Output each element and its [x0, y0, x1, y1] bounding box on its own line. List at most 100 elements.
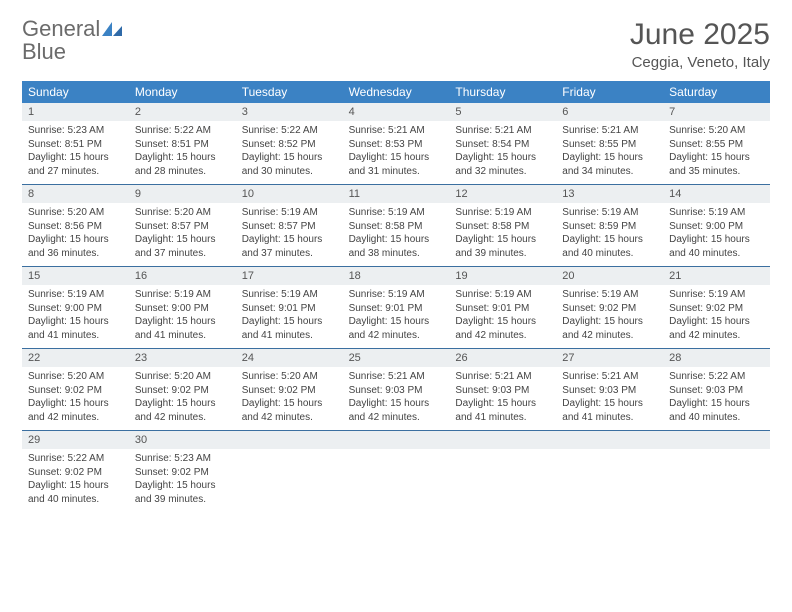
daylight-text: and 39 minutes.: [135, 493, 230, 507]
daylight-text: Daylight: 15 hours: [135, 315, 230, 329]
week-body-row: Sunrise: 5:23 AMSunset: 8:51 PMDaylight:…: [22, 121, 770, 184]
daylight-text: and 42 minutes.: [562, 329, 657, 343]
logo: General Blue: [22, 18, 124, 64]
weekday-header: Thursday: [449, 81, 556, 103]
sunset-text: Sunset: 9:03 PM: [349, 384, 444, 398]
sunrise-text: Sunrise: 5:19 AM: [669, 288, 764, 302]
header: General Blue June 2025 Ceggia, Veneto, I…: [22, 18, 770, 71]
daylight-text: and 37 minutes.: [135, 247, 230, 261]
day-cell: Sunrise: 5:21 AMSunset: 8:53 PMDaylight:…: [343, 121, 450, 184]
sunrise-text: Sunrise: 5:19 AM: [349, 288, 444, 302]
day-cell: Sunrise: 5:22 AMSunset: 9:03 PMDaylight:…: [663, 367, 770, 430]
daylight-text: and 42 minutes.: [349, 411, 444, 425]
daylight-text: Daylight: 15 hours: [135, 479, 230, 493]
week-row: 891011121314Sunrise: 5:20 AMSunset: 8:56…: [22, 185, 770, 267]
day-number: 8: [22, 185, 129, 203]
daylight-text: Daylight: 15 hours: [135, 151, 230, 165]
day-cell: Sunrise: 5:19 AMSunset: 9:00 PMDaylight:…: [129, 285, 236, 348]
day-cell: Sunrise: 5:20 AMSunset: 8:55 PMDaylight:…: [663, 121, 770, 184]
daylight-text: and 40 minutes.: [669, 247, 764, 261]
weekday-header: Saturday: [663, 81, 770, 103]
daylight-text: Daylight: 15 hours: [562, 151, 657, 165]
sunrise-text: Sunrise: 5:20 AM: [28, 370, 123, 384]
sunrise-text: Sunrise: 5:20 AM: [669, 124, 764, 138]
daylight-text: and 41 minutes.: [242, 329, 337, 343]
day-cell: Sunrise: 5:19 AMSunset: 9:00 PMDaylight:…: [22, 285, 129, 348]
daylight-text: and 36 minutes.: [28, 247, 123, 261]
weekday-header: Wednesday: [343, 81, 450, 103]
daylight-text: Daylight: 15 hours: [28, 233, 123, 247]
week-row: 15161718192021Sunrise: 5:19 AMSunset: 9:…: [22, 267, 770, 349]
day-number: 7: [663, 103, 770, 121]
day-number: 22: [22, 349, 129, 367]
day-number: 27: [556, 349, 663, 367]
day-cell: Sunrise: 5:19 AMSunset: 8:57 PMDaylight:…: [236, 203, 343, 266]
week-row: 2930Sunrise: 5:22 AMSunset: 9:02 PMDayli…: [22, 431, 770, 512]
day-cell: Sunrise: 5:19 AMSunset: 8:59 PMDaylight:…: [556, 203, 663, 266]
daylight-text: Daylight: 15 hours: [562, 233, 657, 247]
day-number: 15: [22, 267, 129, 285]
sunrise-text: Sunrise: 5:22 AM: [669, 370, 764, 384]
day-number: 2: [129, 103, 236, 121]
day-cell: Sunrise: 5:23 AMSunset: 8:51 PMDaylight:…: [22, 121, 129, 184]
sunset-text: Sunset: 8:52 PM: [242, 138, 337, 152]
sunrise-text: Sunrise: 5:21 AM: [455, 124, 550, 138]
daylight-text: and 42 minutes.: [455, 329, 550, 343]
day-cell: Sunrise: 5:22 AMSunset: 8:52 PMDaylight:…: [236, 121, 343, 184]
daylight-text: and 42 minutes.: [349, 329, 444, 343]
calendar: Sunday Monday Tuesday Wednesday Thursday…: [22, 81, 770, 512]
day-cell: Sunrise: 5:21 AMSunset: 9:03 PMDaylight:…: [449, 367, 556, 430]
sunset-text: Sunset: 9:02 PM: [28, 384, 123, 398]
sunrise-text: Sunrise: 5:22 AM: [242, 124, 337, 138]
weekday-header: Sunday: [22, 81, 129, 103]
sunset-text: Sunset: 8:59 PM: [562, 220, 657, 234]
day-cell: Sunrise: 5:19 AMSunset: 8:58 PMDaylight:…: [449, 203, 556, 266]
day-number: 23: [129, 349, 236, 367]
sunset-text: Sunset: 9:00 PM: [135, 302, 230, 316]
sunrise-text: Sunrise: 5:20 AM: [135, 370, 230, 384]
weekday-header: Tuesday: [236, 81, 343, 103]
daylight-text: Daylight: 15 hours: [562, 315, 657, 329]
sunset-text: Sunset: 9:00 PM: [28, 302, 123, 316]
sunset-text: Sunset: 9:03 PM: [455, 384, 550, 398]
sunrise-text: Sunrise: 5:19 AM: [28, 288, 123, 302]
sunset-text: Sunset: 8:58 PM: [349, 220, 444, 234]
sunrise-text: Sunrise: 5:21 AM: [455, 370, 550, 384]
sunset-text: Sunset: 8:54 PM: [455, 138, 550, 152]
location: Ceggia, Veneto, Italy: [630, 54, 770, 71]
day-cell: Sunrise: 5:19 AMSunset: 9:01 PMDaylight:…: [236, 285, 343, 348]
logo-text: General Blue: [22, 18, 124, 64]
day-number: 6: [556, 103, 663, 121]
day-number: 30: [129, 431, 236, 449]
daylight-text: Daylight: 15 hours: [562, 397, 657, 411]
day-cell: Sunrise: 5:19 AMSunset: 9:01 PMDaylight:…: [449, 285, 556, 348]
day-number: 28: [663, 349, 770, 367]
daylight-text: and 40 minutes.: [669, 411, 764, 425]
daynum-row: 891011121314: [22, 185, 770, 203]
daylight-text: Daylight: 15 hours: [349, 315, 444, 329]
daylight-text: and 27 minutes.: [28, 165, 123, 179]
daylight-text: Daylight: 15 hours: [242, 233, 337, 247]
sunset-text: Sunset: 9:02 PM: [669, 302, 764, 316]
sunset-text: Sunset: 8:51 PM: [28, 138, 123, 152]
day-cell: Sunrise: 5:19 AMSunset: 9:00 PMDaylight:…: [663, 203, 770, 266]
day-cell: Sunrise: 5:21 AMSunset: 9:03 PMDaylight:…: [556, 367, 663, 430]
daylight-text: Daylight: 15 hours: [349, 397, 444, 411]
daylight-text: and 41 minutes.: [28, 329, 123, 343]
daylight-text: and 41 minutes.: [562, 411, 657, 425]
day-cell: Sunrise: 5:19 AMSunset: 9:02 PMDaylight:…: [556, 285, 663, 348]
day-number: 25: [343, 349, 450, 367]
daylight-text: Daylight: 15 hours: [455, 233, 550, 247]
sunrise-text: Sunrise: 5:19 AM: [242, 206, 337, 220]
sunrise-text: Sunrise: 5:19 AM: [455, 206, 550, 220]
day-number: 20: [556, 267, 663, 285]
logo-sail-icon: [102, 23, 124, 40]
weekday-header: Monday: [129, 81, 236, 103]
day-number: 13: [556, 185, 663, 203]
daylight-text: and 42 minutes.: [242, 411, 337, 425]
day-number: 3: [236, 103, 343, 121]
sunset-text: Sunset: 9:01 PM: [455, 302, 550, 316]
sunrise-text: Sunrise: 5:19 AM: [669, 206, 764, 220]
weekday-header: Friday: [556, 81, 663, 103]
daylight-text: and 32 minutes.: [455, 165, 550, 179]
